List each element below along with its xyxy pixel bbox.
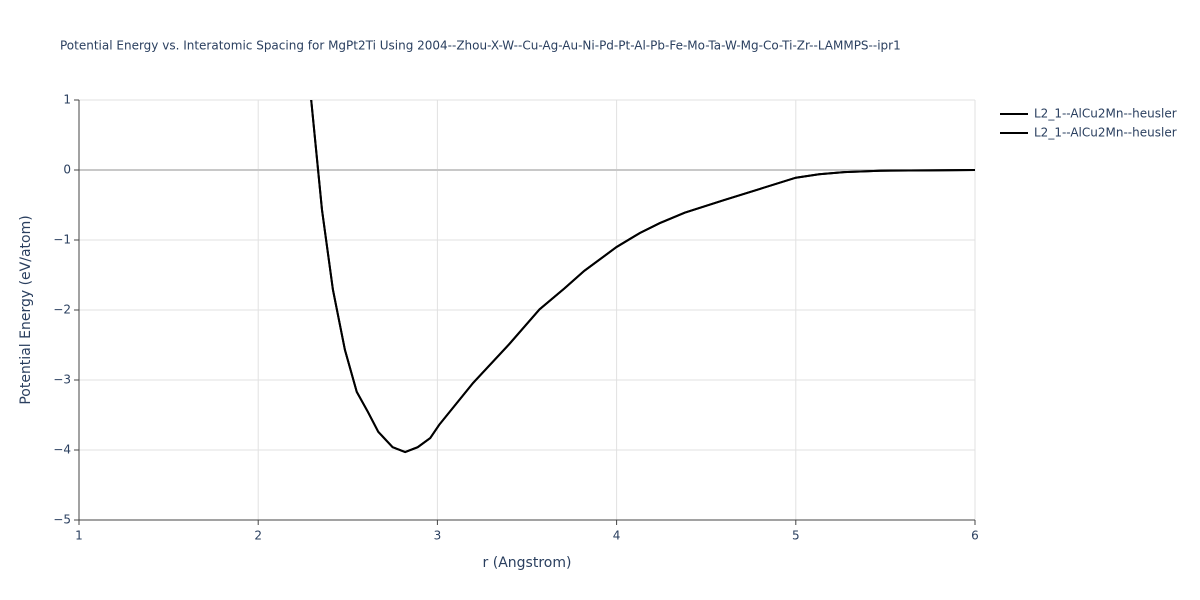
y-tick-label: −4 (53, 443, 71, 457)
chart-title: Potential Energy vs. Interatomic Spacing… (60, 39, 901, 53)
y-tick-label: 0 (63, 163, 71, 177)
data-line (310, 100, 975, 454)
x-tick-label: 5 (792, 529, 800, 543)
y-tick-label: 1 (63, 93, 71, 107)
y-tick-label: −3 (53, 373, 71, 387)
plot-area (310, 100, 975, 454)
x-tick-label: 4 (613, 529, 621, 543)
x-tick-label: 3 (434, 529, 442, 543)
y-axis-label: Potential Energy (eV/atom) (18, 215, 34, 404)
y-tick-label: −1 (53, 233, 71, 247)
x-tick-label: 6 (971, 529, 979, 543)
y-tick-label: −2 (53, 303, 71, 317)
x-tick-label: 1 (75, 529, 83, 543)
legend-label: L2_1--AlCu2Mn--heusler (1034, 126, 1177, 140)
legend-label: L2_1--AlCu2Mn--heusler (1034, 107, 1177, 121)
y-tick-label: −5 (53, 513, 71, 527)
x-tick-label: 2 (254, 529, 262, 543)
data-line (310, 100, 975, 454)
x-axis-label: r (Angstrom) (483, 555, 572, 571)
